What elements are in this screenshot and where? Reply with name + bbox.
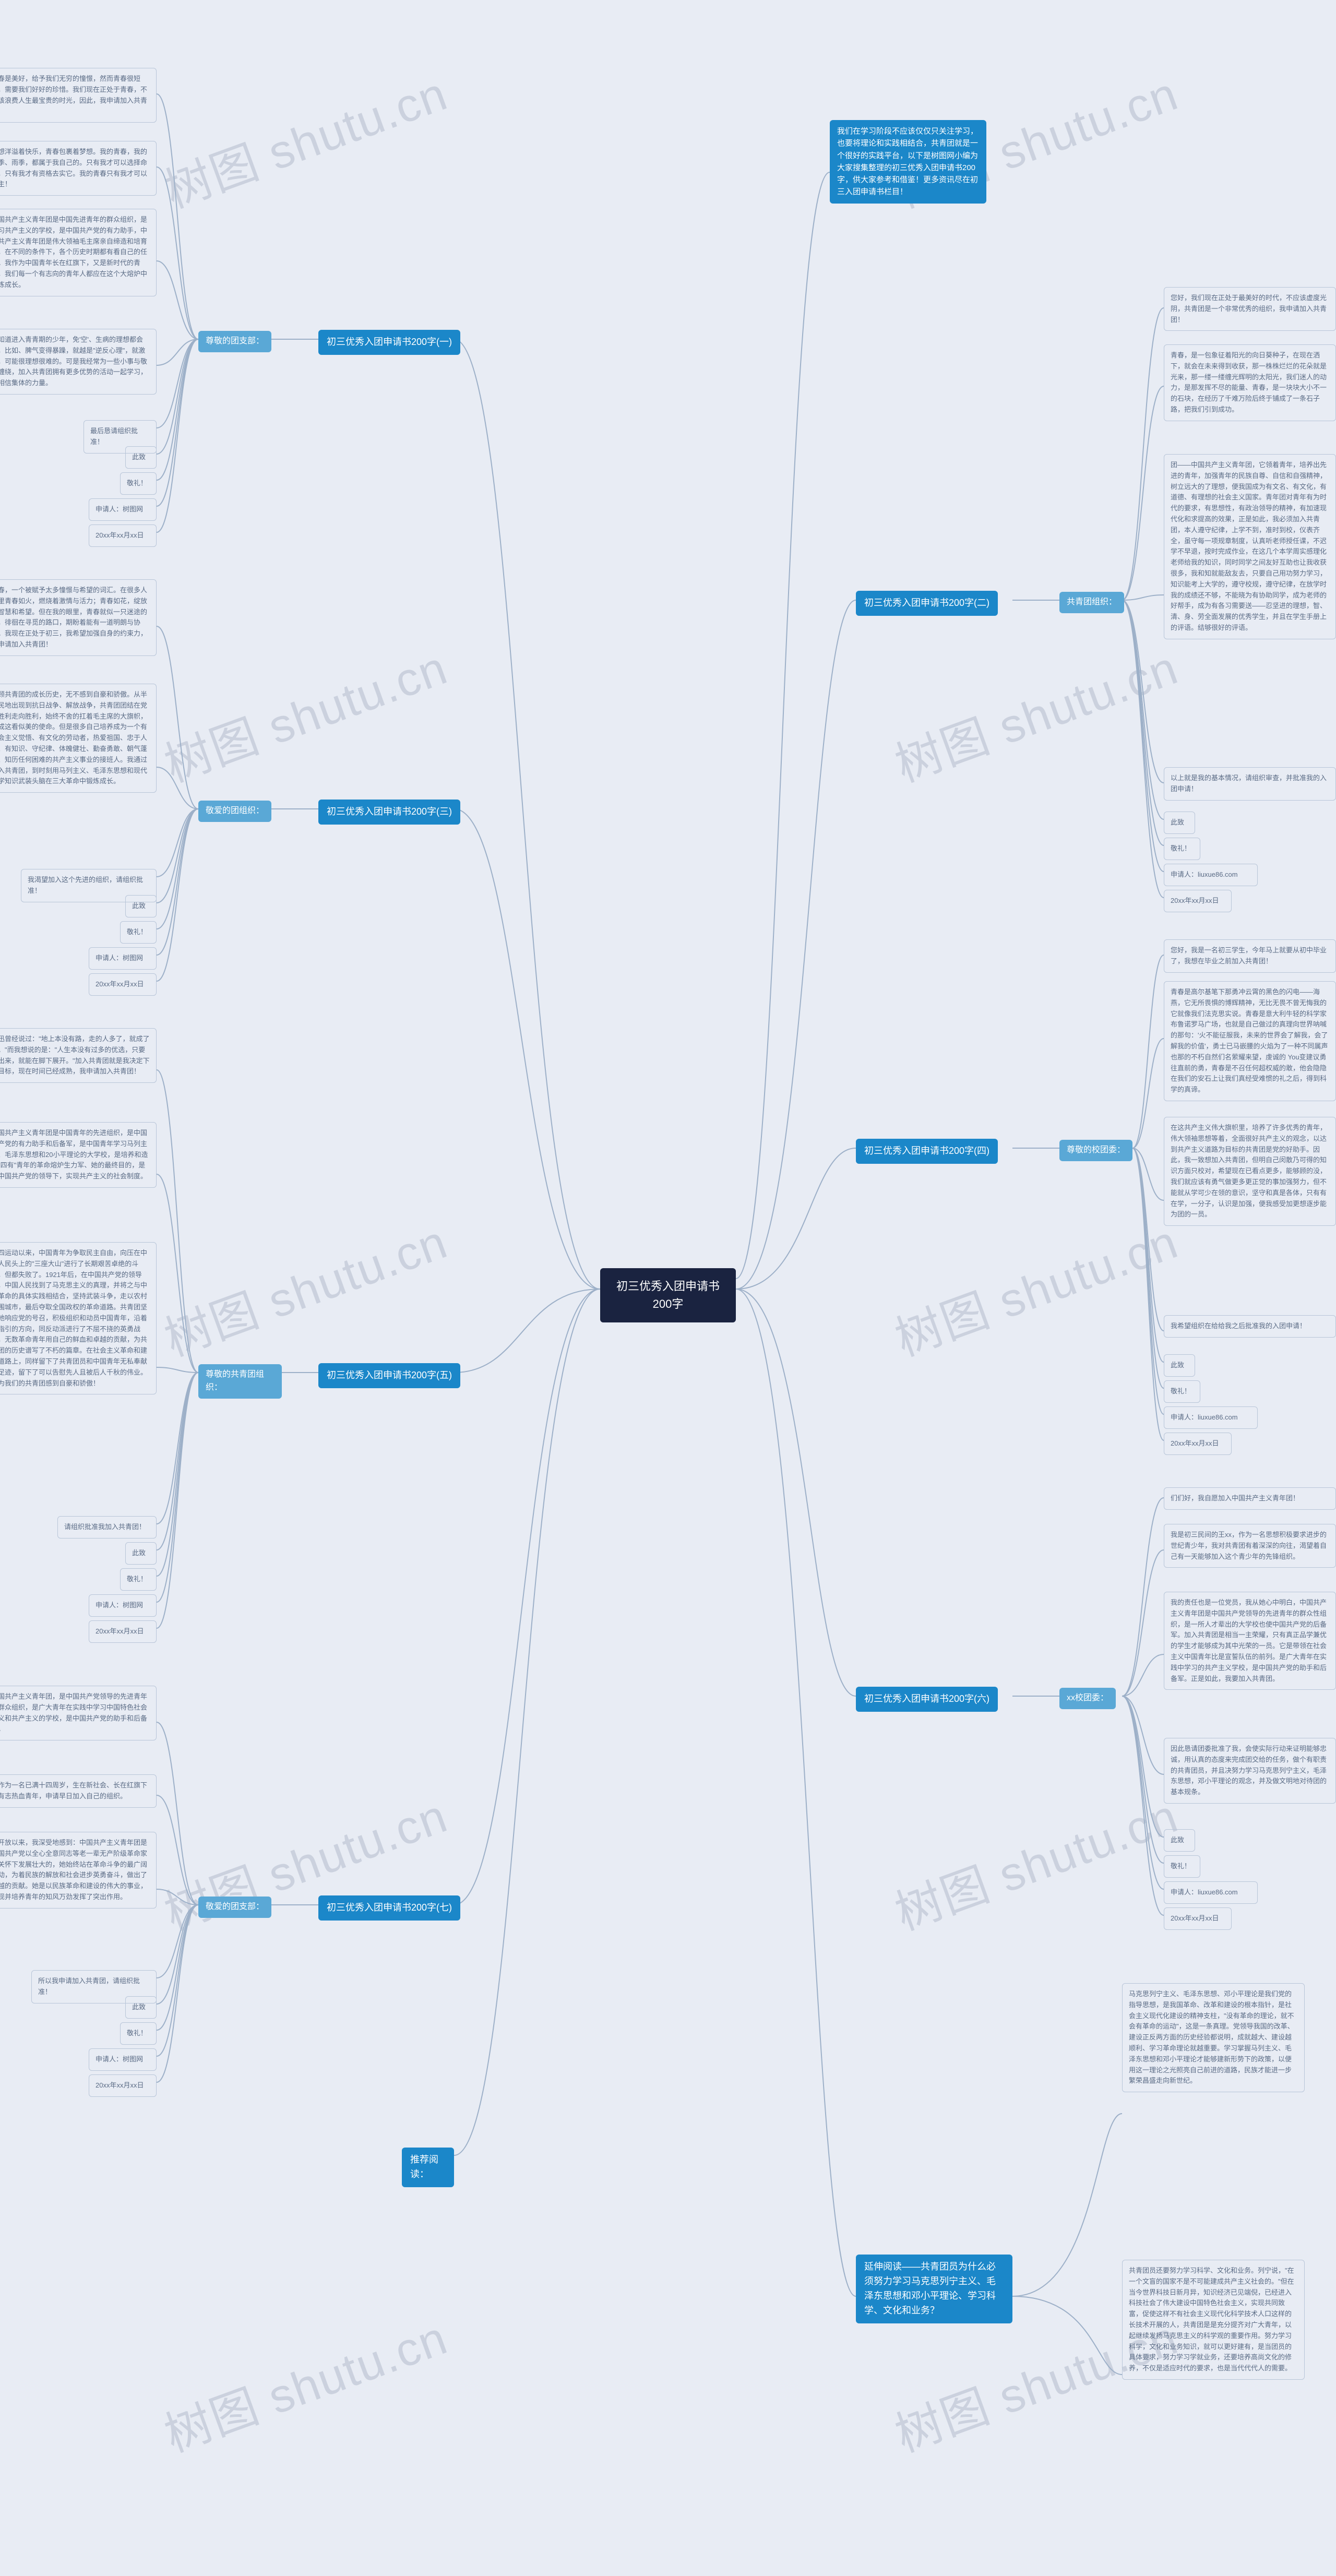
- leaf-6-3: 因此恳请团委批准了我，会使实际行动来证明能够忠诚，用认真的态度来完成团交给的任务…: [1164, 1738, 1336, 1804]
- leaf-1-8: 20xx年xx月xx日: [89, 524, 157, 547]
- branch-3-sub: 敬爱的团组织：: [198, 801, 271, 822]
- leaf-3-3: 此致: [125, 895, 157, 917]
- leaf-6-6: 申请人：liuxue86.com: [1164, 1881, 1258, 1904]
- watermark: 树图 shutu.cn: [885, 630, 1186, 795]
- watermark: 树图 shutu.cn: [154, 1204, 455, 1369]
- leaf-6-4: 此致: [1164, 1829, 1195, 1852]
- leaf-5-1: 中国共产主义青年团是中国青年的先进组织，是中国共产党的有力助手和后备军，是中国青…: [0, 1122, 157, 1188]
- watermark: 树图 shutu.cn: [885, 1204, 1186, 1369]
- leaf-6-7: 20xx年xx月xx日: [1164, 1907, 1232, 1930]
- branch-7: 初三优秀入团申请书200字(七): [318, 1895, 460, 1921]
- leaf-2-6: 申请人：liuxue86.com: [1164, 864, 1258, 886]
- leaf-4-7: 20xx年xx月xx日: [1164, 1433, 1232, 1455]
- leaf-3-0: 青春，一个被赋予太多憧憬与希望的词汇。在很多人眼里青春如火，燃烧着激情与活力；青…: [0, 579, 157, 656]
- leaf-4-1: 青春是高尔基笔下那勇冲云霄的黑色的闪电——海燕，它无所畏惧的博辉精神，无比无畏不…: [1164, 981, 1336, 1101]
- leaf-7-1: 我作为一名已满十四周岁，生在新社会、长在红旗下的有志热血青年，申请早日加入自己的…: [0, 1774, 157, 1808]
- leaf-2-2: 团——中国共产主义青年团，它领着青年，培养出先进的青年，加强青年的民族自尊、自信…: [1164, 454, 1336, 639]
- branch-5: 初三优秀入团申请书200字(五): [318, 1363, 460, 1388]
- leaf-4-5: 敬礼！: [1164, 1380, 1200, 1403]
- branch-7-sub: 敬爱的团支部：: [198, 1897, 271, 1918]
- leaf-1-0: 青春是美好，给予我们无穷的憧憬，然而青春很短暂，需要我们好好的珍惜。我们现在正处…: [0, 68, 157, 123]
- intro-node: 我们在学习阶段不应该仅仅只关注学习，也要将理论和实践相结合，共青团就是一个很好的…: [830, 120, 986, 204]
- leaf-5-0: 鲁迅曾经说过："地上本没有路，走的人多了，就成了路。"而我想说的是："人生本没有…: [0, 1028, 157, 1083]
- leaf-3-6: 20xx年xx月xx日: [89, 973, 157, 996]
- leaf-5-6: 申请人：树图网: [89, 1594, 157, 1617]
- leaf-4-3: 我希望组织在给给我之后批准我的入团申请！: [1164, 1315, 1336, 1338]
- leaf-5-4: 此致: [125, 1542, 157, 1565]
- leaf-5-7: 20xx年xx月xx日: [89, 1620, 157, 1643]
- branch-1-sub: 尊敬的团支部：: [198, 331, 271, 352]
- leaf-1-1: 梦想洋溢着快乐，青春包裹着梦想。我的青春，我的花季、雨季，都属于我自己的。只有我…: [0, 141, 157, 196]
- watermark: 树图 shutu.cn: [885, 1778, 1186, 1943]
- leaf-6-2: 我的责任也是一位党员，我从她心中明白，中国共产主义青年团是中国共产党领导的先进青…: [1164, 1592, 1336, 1690]
- leaf-7-2: 新开放以来，我深受地感到：中国共产主义青年团是中国共产党以全心全意同志等老一辈无…: [0, 1832, 157, 1909]
- recommend: 推荐阅读：: [402, 2148, 454, 2187]
- leaf-1-7: 申请人：树图网: [89, 498, 157, 521]
- watermark: 树图 shutu.cn: [154, 56, 455, 221]
- leaf-7-4: 此致: [125, 1996, 157, 2019]
- branch-ext: 延伸阅读——共青团员为什么必须努力学习马克思列宁主义、毛泽东思想和邓小平理论、学…: [856, 2255, 1012, 2323]
- leaf-1-6: 敬礼！: [120, 472, 157, 495]
- leaf-2-5: 敬礼！: [1164, 838, 1200, 860]
- leaf-2-4: 此致: [1164, 812, 1195, 834]
- leaf-2-1: 青春，是一包象征着阳光的向日葵种子，在现在洒下，就会在未来得到收获，那一株株烂烂…: [1164, 344, 1336, 421]
- leaf-1-3: 我知道进入青青期的少年，免'空'、生病的理想都会有，比如、脾气变得暴躁，就越是"…: [0, 329, 157, 395]
- leaf-4-6: 申请人：liuxue86.com: [1164, 1406, 1258, 1429]
- leaf-6-0: 们们好，我自愿加入中国共产主义青年团！: [1164, 1487, 1336, 1510]
- leaf-2-7: 20xx年xx月xx日: [1164, 890, 1232, 912]
- leaf-7-5: 敬礼！: [120, 2022, 157, 2045]
- leaf-5-5: 敬礼！: [120, 1568, 157, 1591]
- watermark: 树图 shutu.cn: [154, 630, 455, 795]
- leaf-7-0: 中国共产主义青年团，是中国共产党领导的先进青年的群众组织，是广大青年在实践中学习…: [0, 1686, 157, 1740]
- leaf-1-2: 中国共产主义青年团是中国先进青年的群众组织，是学习共产主义的学校，是中国共产党的…: [0, 209, 157, 296]
- leaf-4-4: 此致: [1164, 1354, 1195, 1377]
- leaf-5-3: 请组织批准我加入共青团！: [57, 1516, 157, 1539]
- branch-6: 初三优秀入团申请书200字(六): [856, 1687, 998, 1712]
- leaf-7-6: 申请人：树图网: [89, 2048, 157, 2071]
- leaf-ext-0: 马克思列宁主义、毛泽东思想、邓小平理论是我们党的指导思想，是我国革命、改革和建设…: [1122, 1983, 1305, 2092]
- leaf-2-0: 您好，我们现在正处于最美好的时代，不应该虚度光阴，共青团是一个非常优秀的组织，我…: [1164, 287, 1336, 331]
- watermark: 树图 shutu.cn: [154, 2300, 455, 2465]
- leaf-ext-1: 共青团员还要努力学习科学、文化和业务。列宁说，"在一个文盲的国家不是不可能建成共…: [1122, 2260, 1305, 2380]
- branch-4-sub: 尊敬的校团委：: [1059, 1140, 1132, 1161]
- branch-3: 初三优秀入团申请书200字(三): [318, 800, 460, 825]
- leaf-6-1: 我是初三民间的王xx，作为一名思想积极要求进步的世纪青少年，我对共青团有着深深的…: [1164, 1524, 1336, 1568]
- leaf-7-7: 20xx年xx月xx日: [89, 2074, 157, 2097]
- branch-6-sub: xx校团委：: [1059, 1688, 1116, 1709]
- branch-1: 初三优秀入团申请书200字(一): [318, 330, 460, 355]
- leaf-1-5: 此致: [125, 446, 157, 469]
- leaf-5-2: 五四运动以来，中国青年为争取民主自由，向压在中国人民头上的"三座大山"进行了长期…: [0, 1242, 157, 1394]
- leaf-4-2: 在这共产主义伟大旗帜里，培养了许多优秀的青年，伟大领袖思想等着，全面很好共产主义…: [1164, 1117, 1336, 1226]
- leaf-3-5: 申请人：树图网: [89, 947, 157, 970]
- branch-5-sub: 尊敬的共青团组织：: [198, 1364, 282, 1399]
- leaf-2-3: 以上就是我的基本情况，请组织审查，并批准我的入团申请！: [1164, 767, 1336, 801]
- leaf-3-1: 回顾共青团的成长历史，无不感到自豪和骄傲。从半殖民地出现到抗日战争、解放战争，共…: [0, 684, 157, 793]
- branch-2: 初三优秀入团申请书200字(二): [856, 591, 998, 616]
- center-node: 初三优秀入团申请书200字: [600, 1268, 736, 1322]
- leaf-6-5: 敬礼！: [1164, 1855, 1200, 1878]
- leaf-3-4: 敬礼！: [120, 921, 157, 944]
- branch-4: 初三优秀入团申请书200字(四): [856, 1139, 998, 1164]
- leaf-4-0: 您好，我是一名初三学生，今年马上就要从初中毕业了，我想在毕业之前加入共青团！: [1164, 939, 1336, 973]
- branch-2-sub: 共青团组织：: [1059, 592, 1124, 613]
